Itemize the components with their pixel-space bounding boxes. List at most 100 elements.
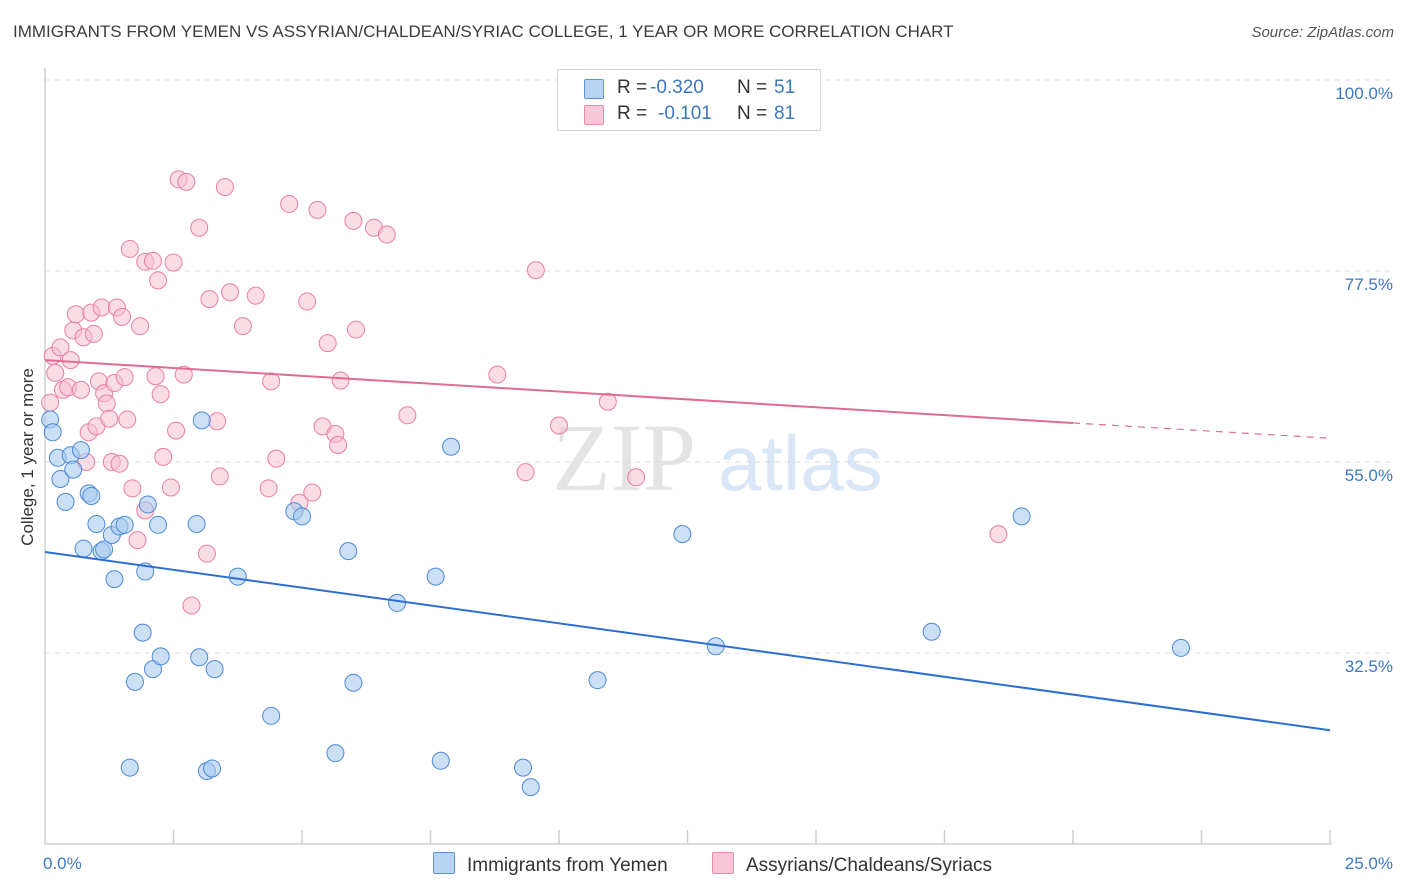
y-tick-label: 55.0%: [1345, 466, 1393, 485]
watermark-atlas: atlas: [718, 419, 883, 507]
data-point-yemen: [262, 706, 281, 725]
data-point-assyrians: [110, 454, 129, 473]
legend-n-label: N =: [737, 103, 768, 124]
data-point-yemen: [87, 514, 106, 533]
data-point-assyrians: [149, 271, 168, 290]
legend-swatch-blue: [584, 79, 604, 99]
data-point-yemen: [426, 567, 445, 586]
data-point-assyrians: [346, 320, 365, 339]
data-point-yemen: [588, 671, 607, 690]
data-point-yemen: [74, 539, 93, 558]
data-point-assyrians: [318, 334, 337, 353]
trend-line-assyrians-extension: [1072, 422, 1331, 439]
watermark-zip: ZIP: [552, 404, 696, 511]
trend-line-assyrians: [44, 359, 1074, 424]
bottom-legend-yemen: Immigrants from Yemen: [433, 852, 668, 877]
data-point-assyrians: [120, 239, 139, 258]
source-credit: Source: ZipAtlas.com: [1251, 24, 1394, 41]
data-point-assyrians: [200, 290, 219, 309]
legend-r-label: R =: [617, 77, 648, 98]
data-point-yemen: [1012, 507, 1031, 526]
x-tick-label-min: 0.0%: [43, 854, 82, 873]
data-point-yemen: [203, 759, 222, 778]
legend-r-label: R =: [617, 103, 648, 124]
data-point-assyrians: [61, 351, 80, 370]
legend-swatch-pink: [584, 105, 604, 125]
data-point-yemen: [514, 758, 533, 777]
data-point-assyrians: [627, 468, 646, 487]
data-point-assyrians: [215, 177, 234, 196]
data-point-assyrians: [280, 194, 299, 213]
data-point-yemen: [190, 648, 209, 667]
y-axis-tick-labels: 32.5% 55.0% 77.5% 100.0%: [1335, 84, 1393, 676]
legend-n-value: 81: [774, 103, 796, 124]
data-point-yemen: [138, 495, 157, 514]
data-point-assyrians: [182, 596, 201, 615]
data-point-assyrians: [161, 478, 180, 497]
watermark: ZIP atlas: [552, 404, 883, 511]
data-point-assyrians: [516, 463, 535, 482]
data-point-yemen: [521, 778, 540, 797]
data-point-yemen: [388, 593, 407, 612]
data-point-yemen: [205, 660, 224, 679]
data-point-assyrians: [598, 392, 617, 411]
data-point-assyrians: [298, 292, 317, 311]
bottom-legend-label-yemen: Immigrants from Yemen: [467, 855, 668, 876]
series-assyrians-points: [41, 170, 1008, 615]
y-axis-label: College, 1 year or more: [18, 368, 37, 546]
data-point-assyrians: [328, 436, 347, 455]
data-point-assyrians: [233, 317, 252, 336]
bottom-legend-label-assyrians: Assyrians/Chaldeans/Syriacs: [746, 855, 993, 876]
chart-title: IMMIGRANTS FROM YEMEN VS ASSYRIAN/CHALDE…: [13, 22, 954, 41]
data-point-assyrians: [84, 324, 103, 343]
data-point-assyrians: [66, 305, 85, 324]
data-point-assyrians: [331, 371, 350, 390]
data-point-assyrians: [259, 479, 278, 498]
data-point-yemen: [64, 460, 83, 479]
data-point-assyrians: [167, 421, 186, 440]
bottom-legend-assyrians: Assyrians/Chaldeans/Syriacs: [712, 852, 992, 877]
trend-line-yemen: [44, 550, 1331, 732]
trend-lines: [44, 359, 1331, 732]
data-point-assyrians: [262, 372, 281, 391]
data-point-assyrians: [210, 467, 229, 486]
data-point-assyrians: [143, 251, 162, 270]
data-point-yemen: [56, 492, 75, 511]
data-point-assyrians: [92, 298, 111, 317]
data-point-yemen: [922, 622, 941, 641]
data-point-yemen: [105, 570, 124, 589]
data-point-assyrians: [131, 317, 150, 336]
data-point-assyrians: [197, 544, 216, 563]
axes: [44, 68, 1332, 845]
data-point-yemen: [293, 507, 311, 526]
data-point-assyrians: [113, 307, 132, 326]
data-point-assyrians: [208, 412, 227, 431]
data-point-yemen: [125, 672, 144, 691]
data-point-assyrians: [71, 380, 90, 399]
data-point-assyrians: [41, 393, 60, 412]
data-point-yemen: [187, 514, 206, 533]
data-point-yemen: [344, 673, 363, 692]
legend-r-value: -0.101: [658, 103, 712, 124]
y-tick-label: 100.0%: [1335, 84, 1393, 103]
data-point-yemen: [228, 567, 247, 586]
data-point-assyrians: [308, 200, 327, 219]
data-point-assyrians: [100, 409, 119, 428]
data-point-yemen: [43, 423, 62, 442]
data-point-assyrians: [46, 363, 65, 382]
data-point-assyrians: [989, 525, 1008, 544]
data-point-assyrians: [118, 410, 137, 429]
x-axis-ticks: [172, 830, 1331, 844]
data-point-assyrians: [115, 368, 134, 387]
data-point-assyrians: [550, 416, 568, 435]
data-point-assyrians: [526, 261, 545, 280]
bottom-legend-swatch-blue: [433, 852, 455, 874]
data-point-assyrians: [146, 367, 165, 386]
data-point-assyrians: [177, 172, 196, 191]
data-point-assyrians: [164, 253, 183, 272]
correlation-legend: R = -0.320 N = 51 R = -0.101 N = 81: [557, 69, 821, 131]
data-point-yemen: [1171, 638, 1190, 657]
data-point-yemen: [82, 486, 101, 505]
data-point-yemen: [133, 623, 152, 642]
